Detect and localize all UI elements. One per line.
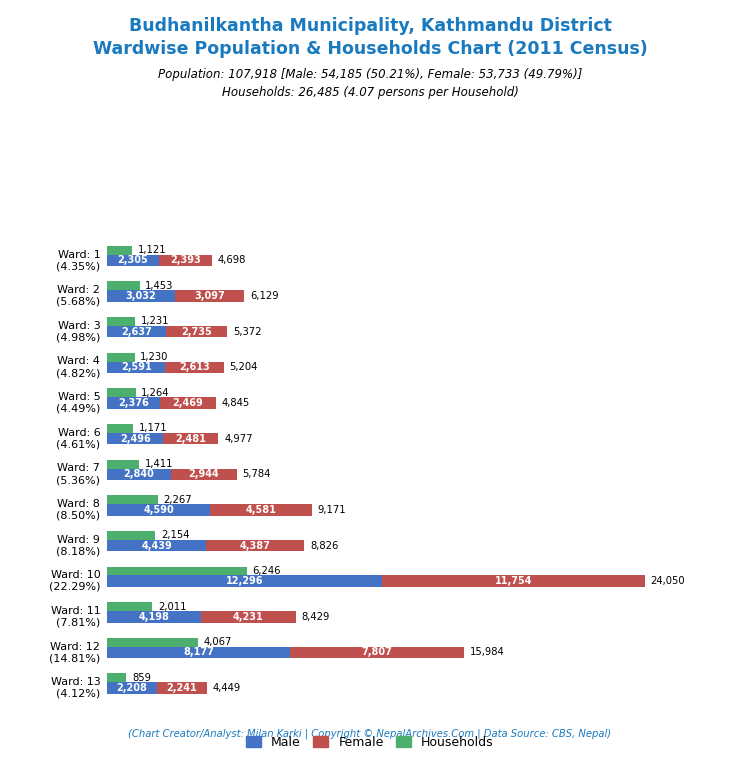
Text: 2,154: 2,154	[161, 531, 189, 541]
Bar	[107, 433, 163, 444]
Bar	[107, 389, 135, 397]
Bar	[159, 255, 212, 266]
Bar	[163, 433, 218, 444]
Text: 1,171: 1,171	[139, 423, 168, 433]
Text: 4,439: 4,439	[141, 541, 172, 551]
Text: 4,067: 4,067	[204, 637, 232, 647]
Bar	[107, 424, 133, 433]
Text: 1,121: 1,121	[138, 245, 166, 255]
Bar	[157, 683, 206, 694]
Text: 12,296: 12,296	[226, 576, 263, 586]
Text: 2,393: 2,393	[170, 255, 201, 265]
Text: 1,230: 1,230	[141, 352, 169, 362]
Text: 8,429: 8,429	[301, 612, 329, 622]
Bar	[107, 638, 198, 647]
Text: 1,264: 1,264	[141, 388, 169, 398]
Text: 2,591: 2,591	[121, 362, 152, 372]
Bar	[165, 362, 223, 373]
Bar	[166, 326, 227, 337]
Text: 4,977: 4,977	[224, 434, 252, 444]
Text: 4,590: 4,590	[144, 505, 174, 515]
Bar	[107, 317, 135, 326]
Bar	[175, 290, 244, 302]
Text: 6,129: 6,129	[250, 291, 278, 301]
Text: 4,198: 4,198	[139, 612, 169, 622]
Text: Households: 26,485 (4.07 persons per Household): Households: 26,485 (4.07 persons per Hou…	[221, 86, 519, 99]
Bar	[107, 504, 210, 515]
Text: 9,171: 9,171	[317, 505, 346, 515]
Text: 2,241: 2,241	[166, 683, 197, 693]
Text: 2,613: 2,613	[179, 362, 209, 372]
Text: 24,050: 24,050	[650, 576, 685, 586]
Bar	[290, 647, 465, 658]
Text: 4,581: 4,581	[246, 505, 277, 515]
Text: 4,449: 4,449	[212, 683, 241, 693]
Text: 8,826: 8,826	[310, 541, 338, 551]
Text: 3,032: 3,032	[126, 291, 157, 301]
Bar	[107, 531, 155, 540]
Bar	[206, 540, 304, 551]
Bar	[210, 504, 312, 515]
Text: 15,984: 15,984	[470, 647, 505, 657]
Text: 2,208: 2,208	[116, 683, 147, 693]
Bar	[107, 647, 290, 658]
Bar	[107, 459, 139, 468]
Text: 4,231: 4,231	[233, 612, 263, 622]
Bar	[107, 567, 247, 575]
Text: 2,376: 2,376	[118, 398, 149, 408]
Bar	[171, 468, 237, 480]
Text: 2,267: 2,267	[164, 495, 192, 505]
Text: 2,496: 2,496	[120, 434, 150, 444]
Text: 2,637: 2,637	[121, 326, 152, 336]
Text: (Chart Creator/Analyst: Milan Karki | Copyright © NepalArchives.Com | Data Sourc: (Chart Creator/Analyst: Milan Karki | Co…	[129, 728, 611, 739]
Text: 1,231: 1,231	[141, 316, 169, 326]
Bar	[201, 611, 295, 623]
Text: 3,097: 3,097	[195, 291, 225, 301]
Bar	[107, 281, 140, 290]
Text: 8,177: 8,177	[184, 647, 214, 657]
Bar	[107, 683, 157, 694]
Text: 4,845: 4,845	[221, 398, 249, 408]
Bar	[382, 575, 645, 587]
Bar	[107, 495, 158, 504]
Text: 5,204: 5,204	[229, 362, 258, 372]
Bar	[107, 353, 135, 362]
Bar	[107, 575, 382, 587]
Text: 6,246: 6,246	[252, 566, 281, 576]
Text: 11,754: 11,754	[494, 576, 532, 586]
Text: 5,372: 5,372	[233, 326, 261, 336]
Text: Wardwise Population & Households Chart (2011 Census): Wardwise Population & Households Chart (…	[92, 40, 648, 58]
Text: 2,735: 2,735	[181, 326, 212, 336]
Text: 1,411: 1,411	[144, 459, 173, 469]
Text: 1,453: 1,453	[145, 281, 174, 291]
Bar	[107, 468, 171, 480]
Legend: Male, Female, Households: Male, Female, Households	[241, 731, 499, 754]
Bar	[107, 397, 161, 409]
Bar	[161, 397, 215, 409]
Bar	[107, 674, 127, 683]
Text: 859: 859	[132, 673, 151, 683]
Bar	[107, 540, 206, 551]
Bar	[107, 362, 165, 373]
Bar	[107, 326, 166, 337]
Bar	[107, 246, 132, 255]
Bar	[107, 255, 159, 266]
Text: 2,469: 2,469	[172, 398, 204, 408]
Text: 2,944: 2,944	[188, 469, 219, 479]
Text: 2,305: 2,305	[118, 255, 149, 265]
Text: 4,698: 4,698	[218, 255, 246, 265]
Text: 4,387: 4,387	[240, 541, 271, 551]
Text: Budhanilkantha Municipality, Kathmandu District: Budhanilkantha Municipality, Kathmandu D…	[129, 17, 611, 35]
Bar	[107, 602, 152, 611]
Text: 5,784: 5,784	[242, 469, 271, 479]
Text: 2,840: 2,840	[124, 469, 155, 479]
Text: 7,807: 7,807	[362, 647, 393, 657]
Text: 2,481: 2,481	[175, 434, 206, 444]
Text: Population: 107,918 [Male: 54,185 (50.21%), Female: 53,733 (49.79%)]: Population: 107,918 [Male: 54,185 (50.21…	[158, 68, 582, 81]
Bar	[107, 611, 201, 623]
Bar	[107, 290, 175, 302]
Text: 2,011: 2,011	[158, 601, 186, 611]
